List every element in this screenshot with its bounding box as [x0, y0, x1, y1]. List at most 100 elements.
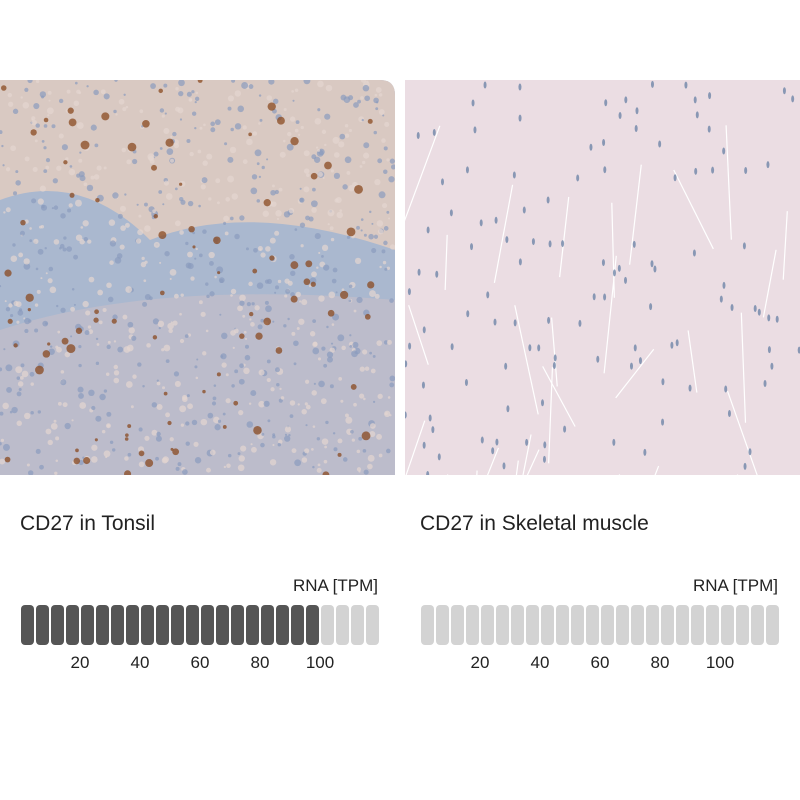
- cell: [248, 84, 254, 89]
- cell: [12, 243, 16, 247]
- cell: [152, 318, 160, 325]
- cell: [249, 318, 252, 321]
- cell: [185, 241, 189, 246]
- cell: [231, 384, 235, 388]
- cell: [119, 205, 126, 212]
- bar-segment: [556, 605, 569, 645]
- cell: [351, 438, 355, 442]
- cell: [331, 323, 335, 326]
- cell: [187, 263, 194, 270]
- cell: [208, 197, 212, 201]
- nucleus: [617, 264, 621, 272]
- cell: [57, 401, 62, 406]
- cell: [140, 261, 147, 268]
- cell: [389, 414, 392, 417]
- cell: [210, 127, 216, 133]
- stained-cell: [67, 107, 74, 114]
- cell: [230, 127, 234, 132]
- cell: [138, 214, 142, 218]
- cell: [246, 138, 253, 146]
- cell: [88, 389, 95, 397]
- nucleus: [766, 161, 770, 169]
- bar-segment: [541, 605, 554, 645]
- stained-cell: [151, 164, 158, 171]
- cell: [328, 291, 336, 299]
- bar-segment: [571, 605, 584, 645]
- cell: [136, 203, 139, 206]
- cell: [142, 301, 148, 307]
- cell: [329, 384, 334, 389]
- cell: [16, 391, 22, 397]
- cell: [101, 429, 106, 434]
- cell: [383, 146, 388, 151]
- cell: [162, 386, 166, 390]
- nucleus: [518, 114, 522, 122]
- cell: [186, 394, 190, 398]
- cell: [78, 393, 84, 399]
- cell: [17, 310, 24, 316]
- cell: [180, 293, 184, 297]
- cell: [201, 177, 208, 184]
- cell: [263, 400, 270, 407]
- cell: [43, 124, 48, 128]
- cell: [73, 100, 80, 107]
- cell: [352, 341, 359, 348]
- cell: [311, 448, 314, 451]
- nucleus: [426, 471, 430, 475]
- cell: [119, 244, 125, 250]
- cell: [10, 313, 14, 318]
- cell: [179, 405, 187, 413]
- cell: [323, 264, 330, 271]
- cell: [85, 310, 91, 316]
- cell: [370, 368, 376, 374]
- cell: [20, 363, 25, 368]
- nucleus: [727, 409, 731, 417]
- cell: [107, 340, 111, 344]
- stained-cell: [4, 456, 11, 463]
- cell: [227, 156, 234, 163]
- cell: [3, 211, 6, 214]
- cell: [69, 165, 73, 168]
- cell: [311, 207, 317, 213]
- cell: [264, 279, 270, 284]
- cell: [135, 238, 142, 244]
- cell: [0, 367, 3, 372]
- cell: [5, 307, 11, 312]
- nucleus: [504, 362, 508, 370]
- cell: [386, 339, 392, 345]
- cell: [125, 381, 133, 388]
- cell: [303, 168, 310, 174]
- cell: [359, 393, 365, 399]
- cell: [165, 193, 173, 200]
- cell: [239, 294, 246, 302]
- x-tick-label: 40: [531, 653, 550, 672]
- cell: [246, 421, 254, 428]
- cell: [214, 424, 221, 431]
- cell: [195, 376, 199, 380]
- cell: [33, 238, 39, 244]
- cell: [61, 144, 68, 151]
- cell: [251, 174, 258, 180]
- cell: [371, 248, 377, 254]
- bar-segment: [336, 605, 349, 645]
- cell: [356, 467, 362, 472]
- nucleus: [589, 143, 593, 151]
- stained-cell: [327, 309, 335, 317]
- nucleus: [763, 379, 767, 387]
- nucleus: [670, 341, 674, 349]
- fiber-border: [444, 234, 448, 290]
- stained-cell: [310, 172, 318, 180]
- cell: [200, 311, 206, 317]
- bar-segment-filled: [261, 605, 274, 645]
- cell: [209, 291, 215, 297]
- cell: [138, 427, 143, 432]
- stained-cell: [1, 85, 7, 91]
- cell: [31, 116, 36, 121]
- cell: [387, 396, 391, 399]
- cell: [11, 406, 18, 414]
- cell: [301, 299, 308, 306]
- nucleus: [437, 453, 441, 461]
- cell: [27, 80, 33, 84]
- cell: [230, 288, 237, 295]
- cell: [180, 423, 185, 427]
